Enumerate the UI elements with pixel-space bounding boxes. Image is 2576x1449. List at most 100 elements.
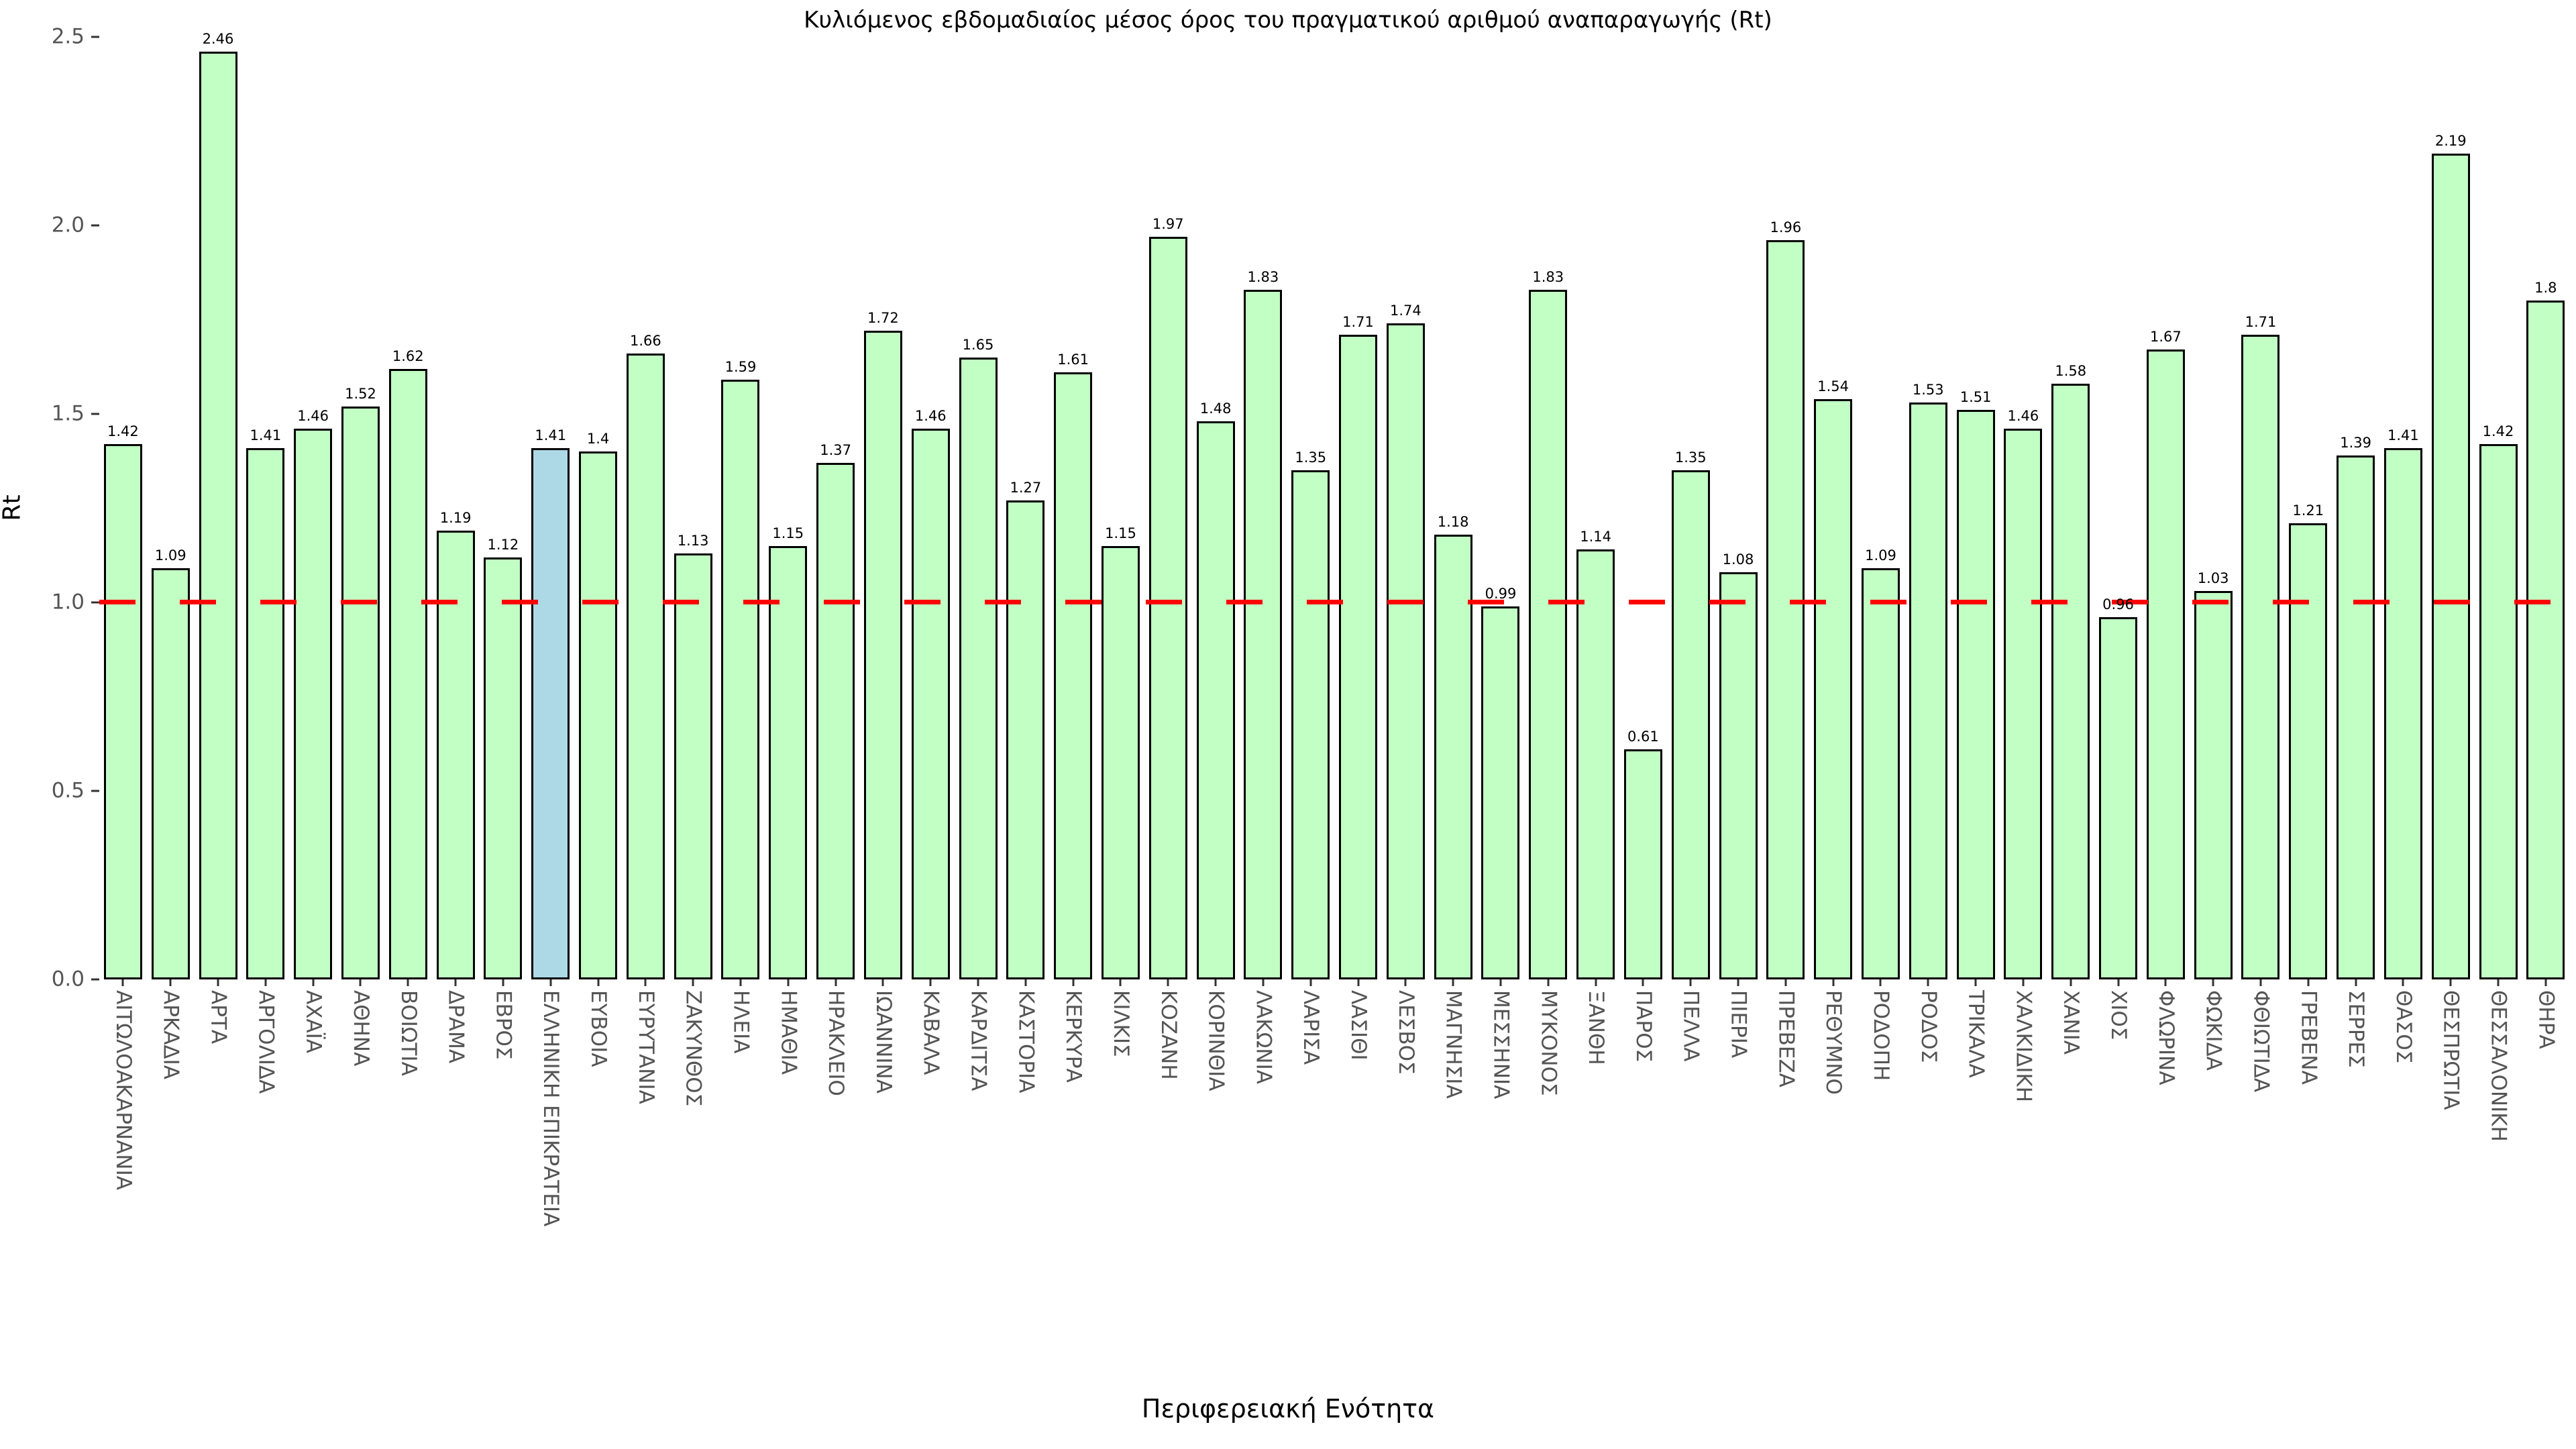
x-tick-mark: [502, 979, 504, 986]
x-tick-mark: [1262, 979, 1265, 986]
x-tick-mark: [2117, 979, 2120, 986]
x-tick-mark: [454, 979, 457, 986]
bar-ΕΥΡΥΤΑΝΙΑ: [626, 354, 665, 979]
x-tick-label: ΦΩΚΙΔΑ: [2201, 990, 2226, 1071]
x-tick-mark: [1119, 979, 1122, 986]
bar-ΜΥΚΟΝΟΣ: [1529, 289, 1568, 979]
y-tick-label: 1.0: [51, 590, 85, 614]
x-tick-label: ΜΕΣΣΗΝΙΑ: [1489, 990, 1513, 1099]
bar-value-label: 1.41: [2387, 427, 2419, 443]
bar-value-label: 1.8: [2534, 280, 2557, 297]
bar-ΑΙΤΩΛΟΑΚΑΡΝΑΝΙΑ: [103, 443, 142, 979]
bar-slot: 1.46 ΧΑΛΚΙΔΙΚΗ: [2000, 37, 2047, 1102]
bar-ΜΕΣΣΗΝΙΑ: [1481, 606, 1520, 979]
bar-slot: 1.46 ΚΑΒΑΛΑ: [907, 37, 955, 1075]
x-tick-mark: [2164, 979, 2167, 986]
bar-slot: 1.61 ΚΕΡΚΥΡΑ: [1049, 37, 1097, 1083]
x-tick-label: ΜΑΓΝΗΣΙΑ: [1441, 990, 1466, 1099]
bar-value-label: 1.66: [629, 333, 661, 350]
bar-value-label: 1.09: [1865, 547, 1896, 564]
bar-value-label: 1.48: [1199, 400, 1232, 417]
x-tick-mark: [1737, 979, 1739, 986]
bar-value-label: 1.58: [2055, 363, 2087, 380]
x-tick-mark: [597, 979, 600, 986]
x-tick-label: ΠΙΕΡΙΑ: [1726, 990, 1751, 1059]
x-tick-mark: [1689, 979, 1692, 986]
x-tick-mark: [2070, 979, 2072, 986]
y-tick-label: 2.0: [51, 213, 85, 237]
x-tick-mark: [977, 979, 979, 986]
bar-slot: 1.65 ΚΑΡΔΙΤΣΑ: [955, 37, 1002, 1091]
bar-value-label: 1.35: [1674, 449, 1707, 466]
y-tick-mark: [91, 601, 99, 604]
bar-ΚΕΡΚΥΡΑ: [1054, 372, 1093, 979]
bar-value-label: 1.18: [1437, 513, 1469, 530]
x-tick-mark: [2307, 979, 2310, 986]
x-tick-mark: [2259, 979, 2262, 986]
bar-slot: 1.19 ΔΡΑΜΑ: [432, 37, 480, 1063]
bar-slot: 1.4 ΕΥΒΟΙΑ: [574, 37, 622, 1067]
bar-ΚΙΛΚΙΣ: [1101, 545, 1140, 979]
x-tick-mark: [121, 979, 124, 986]
bar-value-label: 0.96: [2102, 596, 2134, 613]
x-tick-label: ΖΑΚΥΝΘΟΣ: [681, 990, 706, 1107]
chart-title: Κυλιόμενος εβδομαδιαίος μέσος όρος του π…: [804, 7, 1772, 34]
bar-ΠΑΡΟΣ: [1623, 749, 1662, 979]
x-tick-mark: [1879, 979, 1882, 986]
y-tick-mark: [91, 413, 99, 415]
x-tick-label: ΘΑΣΟΣ: [2391, 990, 2416, 1064]
bar-slot: 1.54 ΡΕΘΥΜΝΟ: [1809, 37, 1857, 1095]
x-tick-label: ΧΑΝΙΑ: [2059, 990, 2084, 1055]
x-tick-label: ΛΑΡΙΣΑ: [1299, 990, 1324, 1065]
x-tick-label: ΜΥΚΟΝΟΣ: [1536, 990, 1561, 1096]
x-tick-label: ΙΩΑΝΝΙΝΑ: [871, 990, 896, 1093]
x-tick-mark: [1927, 979, 1929, 986]
y-tick-label: 2.5: [51, 24, 85, 49]
bar-ΘΕΣΠΡΩΤΙΑ: [2431, 154, 2470, 979]
bar-ΦΛΩΡΙΝΑ: [2146, 350, 2185, 979]
bar-slot: 0.96 ΧΙΟΣ: [2094, 37, 2142, 1040]
bar-value-label: 1.21: [2292, 502, 2324, 519]
x-tick-label: ΛΑΣΙΘΙ: [1346, 990, 1371, 1061]
x-tick-label: ΦΘΙΩΤΙΔΑ: [2249, 990, 2273, 1093]
bar-ΔΡΑΜΑ: [436, 531, 475, 979]
bar-slot: 1.37 ΗΡΑΚΛΕΙΟ: [812, 37, 859, 1096]
bar-ΚΑΒΑΛΑ: [911, 429, 950, 979]
x-tick-mark: [1024, 979, 1027, 986]
x-tick-label: ΕΒΡΟΣ: [491, 990, 516, 1060]
y-tick-label: 1.5: [51, 401, 85, 426]
bar-ΘΗΡΑ: [2526, 301, 2565, 979]
bar-slot: 1.59 ΗΛΕΙΑ: [717, 37, 765, 1053]
x-tick-mark: [2544, 979, 2547, 986]
bar-slot: 1.18 ΜΑΓΝΗΣΙΑ: [1430, 37, 1477, 1099]
bar-value-label: 1.09: [154, 547, 186, 564]
bar-ΛΑΣΙΘΙ: [1339, 334, 1378, 979]
bar-value-label: 1.4: [586, 431, 610, 447]
bar-slot: 1.83 ΛΑΚΩΝΙΑ: [1240, 37, 1287, 1084]
x-tick-label: ΑΡΚΑΔΙΑ: [158, 990, 183, 1079]
bar-slot: 1.42 ΘΕΣΣΑΛΟΝΙΚΗ: [2475, 37, 2522, 1142]
x-tick-mark: [644, 979, 647, 986]
bar-slot: 1.03 ΦΩΚΙΔΑ: [2190, 37, 2237, 1071]
y-tick-label: 0.0: [51, 967, 85, 991]
x-tick-label: ΑΡΤΑ: [206, 990, 231, 1044]
bar-slot: 1.97 ΚΟΖΑΝΗ: [1144, 37, 1192, 1080]
bar-value-label: 1.61: [1057, 352, 1089, 368]
bar-slot: 1.13 ΖΑΚΥΝΘΟΣ: [669, 37, 717, 1106]
bar-ΒΟΙΩΤΙΑ: [388, 368, 427, 979]
bar-ΦΘΙΩΤΙΔΑ: [2241, 334, 2280, 979]
x-tick-label: ΚΙΛΚΙΣ: [1108, 990, 1133, 1057]
bar-ΕΒΡΟΣ: [484, 557, 523, 979]
bar-ΙΩΑΝΝΙΝΑ: [863, 331, 902, 979]
bar-value-label: 1.41: [250, 427, 282, 443]
x-tick-mark: [1595, 979, 1597, 986]
bar-value-label: 1.67: [2149, 329, 2182, 345]
reference-line-rt-1: [99, 600, 2569, 604]
bar-value-label: 2.19: [2434, 133, 2467, 150]
bar-ΑΧΑΪΑ: [294, 429, 333, 979]
bar-value-label: 1.39: [2340, 434, 2371, 451]
bars-container: 1.42 ΑΙΤΩΛΟΑΚΑΡΝΑΝΙΑ 1.09 ΑΡΚΑΔΙΑ 2.46 ΑΡΤΑ 1.…: [99, 32, 2569, 1226]
bar-slot: 1.72 ΙΩΑΝΝΙΝΑ: [859, 37, 907, 1093]
bar-ΗΡΑΚΛΕΙΟ: [816, 463, 855, 979]
bar-ΛΑΚΩΝΙΑ: [1244, 289, 1283, 979]
